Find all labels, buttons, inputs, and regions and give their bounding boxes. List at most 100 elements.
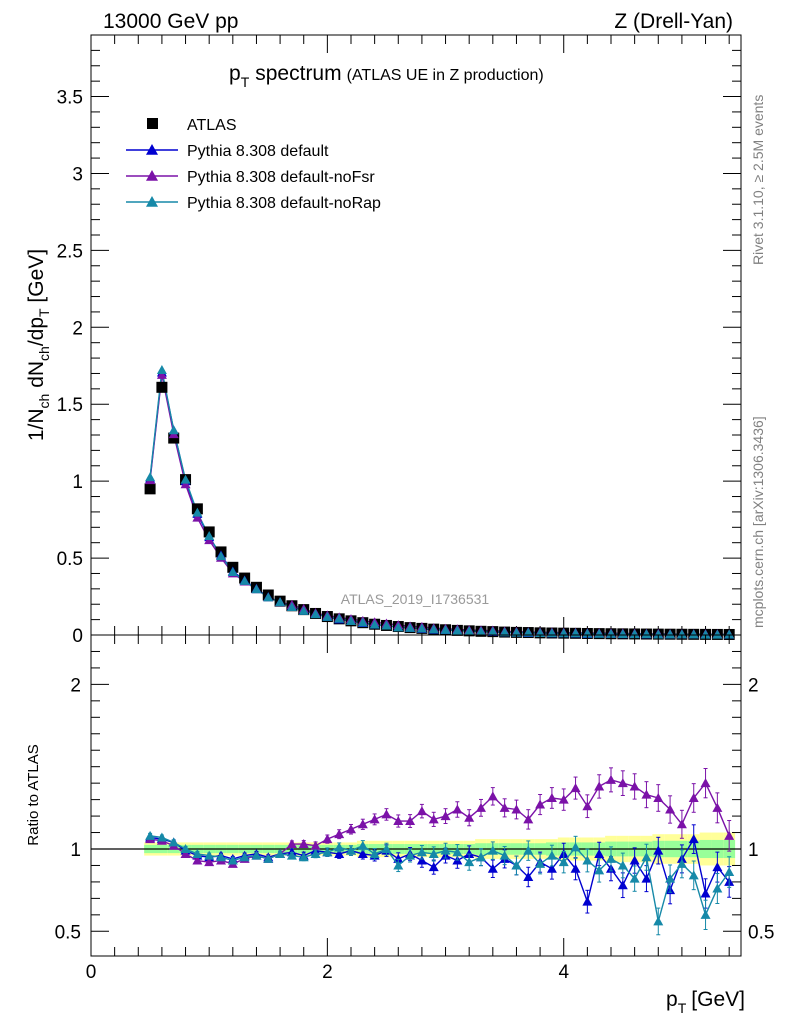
main-ylabel: 1/Nch dNch/dpT [GeV] <box>25 249 52 441</box>
main-marker-noRap <box>724 629 735 639</box>
legend-label-data: ATLAS <box>187 117 237 134</box>
ratio-marker-noFsr <box>346 824 356 834</box>
ratio-marker-noFsr <box>700 778 711 788</box>
main-ytick-label: 0.5 <box>57 549 83 570</box>
main-marker-noFsr <box>156 369 167 379</box>
main-marker-noRap <box>440 624 451 634</box>
ratio-marker-noFsr <box>416 806 427 816</box>
ratio-marker-noRap <box>535 858 546 868</box>
ratio-marker-noRap <box>286 850 297 860</box>
energy-label: 13000 GeV pp <box>103 10 238 33</box>
ratio-marker-noRap <box>156 832 167 842</box>
main-marker-noRap <box>606 628 616 638</box>
main-ytick-label: 2 <box>72 318 83 339</box>
ratio-marker-noRap <box>665 873 676 883</box>
watermark-label: ATLAS_2019_I1736531 <box>341 591 490 607</box>
ratio-marker-noFsr <box>440 811 451 821</box>
main-marker-noRap <box>511 627 522 637</box>
main-ytick-label: 1.5 <box>57 395 83 416</box>
main-marker-noRap <box>227 567 238 577</box>
ratio-marker-noFsr <box>511 804 522 814</box>
ratio-marker-default <box>428 862 439 872</box>
main-marker-noRap <box>334 613 345 623</box>
ratio-marker-noFsr <box>688 792 699 802</box>
ratio-marker-noFsr <box>523 814 534 824</box>
main-marker-noRap <box>653 629 664 639</box>
ratio-marker-noFsr <box>322 834 333 844</box>
main-marker-noRap <box>204 531 215 541</box>
ratio-marker-noFsr <box>487 791 498 801</box>
ratio-series-marks <box>145 767 735 936</box>
ratio-marker-default <box>641 873 652 883</box>
main-marker-noRap <box>499 627 510 637</box>
ratio-marker-noRap <box>617 860 628 870</box>
ratio-marker-noRap <box>334 842 345 852</box>
ratio-panel: 0.5 0.5 1 1 2 2 0 2 4 Ratio to ATLAS pT [GeV] <box>25 634 774 1016</box>
ylabel-part-6: [GeV] <box>25 249 48 309</box>
ratio-marker-noRap <box>298 852 309 862</box>
ratio-marker-noFsr <box>676 819 687 829</box>
ratio-marker-default <box>393 853 404 863</box>
ratio-ytick-label-right: 2 <box>748 675 759 696</box>
legend: ATLAS Pythia 8.308 default Pythia 8.308 de… <box>126 117 381 212</box>
ratio-marker-default <box>464 848 475 858</box>
ratio-marker-noFsr <box>357 819 368 829</box>
main-marker-noRap <box>310 609 321 619</box>
ratio-marker-noRap <box>357 840 368 850</box>
ratio-ytick-label: 0.5 <box>55 922 81 943</box>
main-ytick-label: 3.5 <box>57 88 83 109</box>
main-marker-noRap <box>405 622 416 632</box>
ratio-marker-default <box>523 871 534 881</box>
ylabel-part-3: ch <box>36 346 52 361</box>
ratio-marker-noRap <box>369 848 380 858</box>
ratio-ytick-label: 2 <box>70 675 81 696</box>
main-marker-noRap <box>369 619 380 629</box>
main-marker-noRap <box>428 624 439 634</box>
legend-marker-default <box>146 144 158 155</box>
ratio-marker-default <box>617 880 628 890</box>
ratio-marker-noFsr <box>546 792 557 802</box>
ratio-marker-default <box>582 896 593 906</box>
ylabel-part-5: T <box>36 308 52 317</box>
title-main: p <box>229 62 241 85</box>
ratio-marker-noFsr <box>381 809 392 819</box>
main-marker-noRap <box>700 629 711 639</box>
ratio-marker-noRap <box>499 850 510 860</box>
main-marker-noRap <box>523 627 534 637</box>
x-tick-label: 0 <box>86 962 97 983</box>
ratio-marker-noRap <box>440 845 451 855</box>
data-point <box>156 381 168 393</box>
main-marker-noRap <box>688 629 699 639</box>
ratio-marker-noRap <box>511 860 522 870</box>
ratio-marker-noRap <box>227 855 238 865</box>
mcplots-label: mcplots.cern.ch [arXiv:1306.3436] <box>750 416 766 628</box>
main-marker-noRap <box>180 474 191 484</box>
ratio-marker-noRap <box>523 845 534 855</box>
main-marker-noRap <box>239 575 250 585</box>
ratio-marker-noRap <box>487 845 498 855</box>
main-marker-noRap <box>216 551 226 561</box>
main-marker-noRap <box>641 629 652 639</box>
ratio-marker-noRap <box>251 850 262 860</box>
main-marker-noRap <box>156 364 167 374</box>
ratio-ytick-label-right: 1 <box>748 840 759 861</box>
ratio-marker-noRap <box>192 848 203 858</box>
ratio-marker-noRap <box>239 852 250 862</box>
x-tick-label: 2 <box>322 962 333 983</box>
ratio-marker-default <box>653 845 664 855</box>
ratio-marker-noRap <box>629 873 640 883</box>
ratio-marker-noRap <box>275 848 286 858</box>
ratio-marker-noRap <box>428 848 439 858</box>
ratio-marker-default <box>712 862 723 872</box>
ylabel-part-0: 1/N <box>25 408 48 441</box>
process-label: Z (Drell-Yan) <box>614 10 733 33</box>
ratio-marker-default <box>546 863 557 873</box>
main-marker-noRap <box>298 605 309 615</box>
ratio-marker-noRap <box>346 845 356 855</box>
x-axis-label: pT [GeV] <box>666 988 745 1016</box>
ratio-marker-noRap <box>452 847 463 857</box>
ratio-marker-noRap <box>168 837 179 847</box>
ratio-marker-noFsr <box>665 804 676 814</box>
main-marker-noRap <box>416 623 427 633</box>
main-marker-noRap <box>263 592 274 602</box>
